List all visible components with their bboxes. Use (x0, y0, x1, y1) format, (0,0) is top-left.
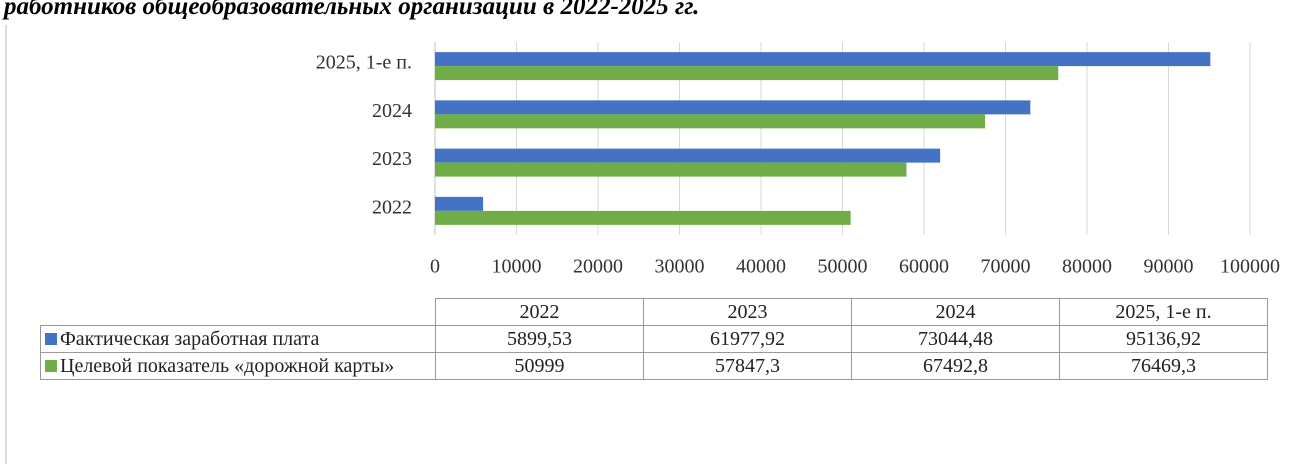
x-tick-label: 90000 (1144, 256, 1194, 278)
bar (435, 196, 484, 211)
series-name-cell: Фактическая заработная плата (40, 325, 436, 353)
table-row: Фактическая заработная плата 5899,53 61977… (40, 325, 1268, 353)
y-tick-label: 2023 (372, 148, 412, 170)
x-tick-label: 100000 (1220, 256, 1280, 278)
x-tick-label: 10000 (492, 256, 542, 278)
bar (435, 100, 1031, 115)
x-tick-label: 0 (430, 256, 440, 278)
table-row: Целевой показатель «дорожной карты» 50999… (40, 352, 1268, 380)
header-cell: 2025, 1-е п. (1059, 298, 1268, 326)
bar (435, 52, 1211, 67)
bar (435, 114, 986, 129)
data-table: 2022 2023 2024 2025, 1-е п. Фактическая зара… (40, 298, 1268, 380)
y-tick-label: 2022 (372, 196, 412, 218)
value-cell: 95136,92 (1059, 325, 1268, 353)
value-cell: 61977,92 (643, 325, 852, 353)
value-cell: 73044,48 (851, 325, 1060, 353)
value-cell: 50999 (435, 352, 644, 380)
x-tick-label: 40000 (736, 256, 786, 278)
x-tick-label: 20000 (573, 256, 623, 278)
value-cell: 76469,3 (1059, 352, 1268, 380)
legend-label: Фактическая заработная плата (60, 328, 320, 350)
header-cell: 2022 (435, 298, 644, 326)
blank-cell (40, 298, 436, 326)
bar (435, 162, 907, 177)
legend-key (45, 333, 57, 345)
value-cell: 57847,3 (643, 352, 852, 380)
bar (435, 66, 1059, 81)
legend-key (45, 360, 57, 372)
legend-label: Целевой показатель «дорожной карты» (60, 355, 395, 377)
header-cell: 2023 (643, 298, 852, 326)
x-tick-label: 30000 (655, 256, 705, 278)
chart-title: работников общеобразовательных организац… (2, 0, 699, 20)
bar (435, 210, 851, 225)
header-cell: 2024 (851, 298, 1060, 326)
table-header-row: 2022 2023 2024 2025, 1-е п. (40, 298, 1268, 326)
value-cell: 67492,8 (851, 352, 1060, 380)
y-tick-label: 2025, 1-е п. (316, 52, 412, 74)
x-tick-label: 70000 (981, 256, 1031, 278)
x-tick-label: 60000 (899, 256, 949, 278)
y-tick-label: 2024 (372, 100, 412, 122)
value-cell: 5899,53 (435, 325, 644, 353)
x-tick-label: 50000 (818, 256, 868, 278)
bar (435, 148, 941, 163)
x-tick-label: 80000 (1062, 256, 1112, 278)
series-name-cell: Целевой показатель «дорожной карты» (40, 352, 436, 380)
